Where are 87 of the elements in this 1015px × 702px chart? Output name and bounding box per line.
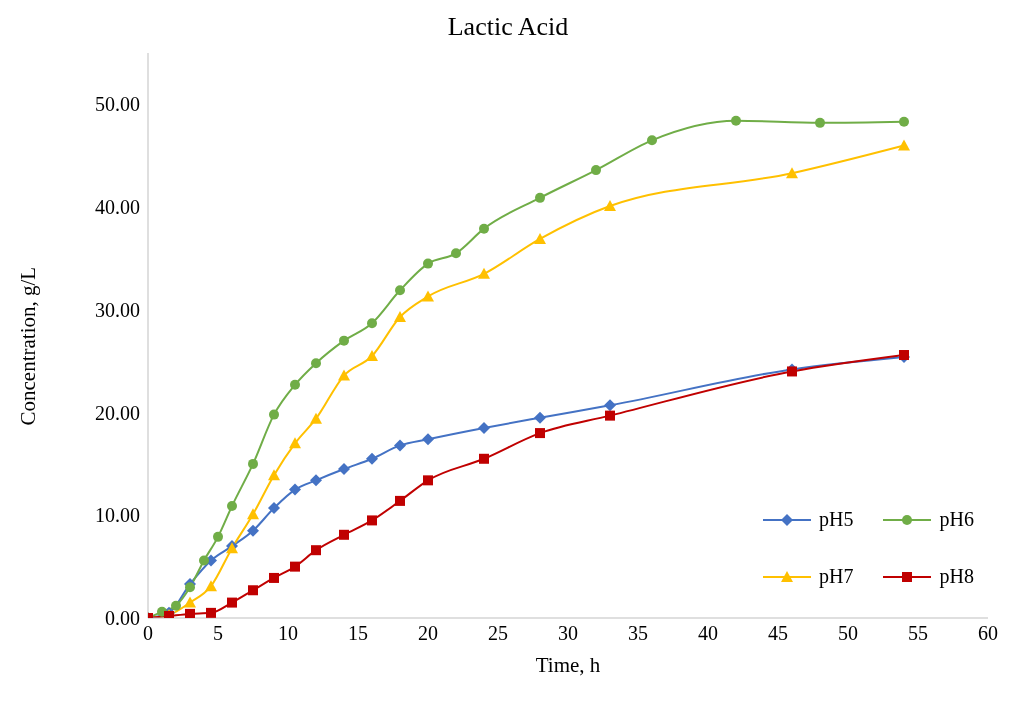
- point: [394, 439, 406, 452]
- legend-label: pH7: [819, 565, 854, 588]
- point: [479, 453, 489, 464]
- x-tick-label: 10: [278, 622, 298, 645]
- point: [339, 529, 349, 540]
- y-tick-label: 10.00: [95, 504, 140, 527]
- x-tick-label: 0: [143, 622, 153, 645]
- point: [898, 139, 910, 151]
- point: [451, 248, 461, 259]
- point: [367, 515, 377, 526]
- point: [289, 437, 301, 449]
- x-tick-label: 20: [418, 622, 438, 645]
- point: [534, 232, 546, 244]
- point: [269, 409, 279, 420]
- legend-label: pH5: [819, 508, 854, 531]
- point: [247, 508, 259, 520]
- point: [367, 318, 377, 329]
- x-tick-label: 25: [488, 622, 508, 645]
- x-tick-label: 50: [838, 622, 858, 645]
- point: [185, 608, 195, 618]
- point: [366, 350, 378, 362]
- point: [423, 475, 433, 486]
- point: [535, 428, 545, 439]
- point: [289, 483, 301, 496]
- x-axis-title: Time, h: [535, 653, 601, 677]
- x-tick-label: 35: [628, 622, 648, 645]
- point: [395, 285, 405, 296]
- point: [311, 358, 321, 369]
- point: [731, 115, 741, 126]
- point: [815, 117, 825, 128]
- point: [394, 311, 406, 323]
- point: [604, 200, 616, 212]
- point: [248, 458, 258, 469]
- x-tick-label: 60: [978, 622, 998, 645]
- y-tick-label: 20.00: [95, 401, 140, 424]
- point: [605, 410, 615, 421]
- point: [206, 607, 216, 618]
- x-tick-label: 30: [558, 622, 578, 645]
- point: [268, 469, 280, 481]
- point: [290, 379, 300, 390]
- point: [422, 290, 434, 302]
- point: [535, 192, 545, 203]
- point: [269, 572, 279, 583]
- point: [423, 258, 433, 269]
- point: [171, 600, 181, 611]
- point: [479, 223, 489, 234]
- x-tick-label: 55: [908, 622, 928, 645]
- point: [478, 421, 490, 434]
- point: [199, 555, 209, 566]
- x-tick-label: 45: [768, 622, 788, 645]
- point: [185, 582, 195, 593]
- point: [422, 433, 434, 446]
- point: [339, 335, 349, 346]
- point: [290, 561, 300, 572]
- point: [247, 524, 259, 537]
- point: [311, 545, 321, 556]
- point: [591, 165, 601, 176]
- point: [647, 135, 657, 146]
- x-tick-label: 15: [348, 622, 368, 645]
- x-tick-label: 40: [698, 622, 718, 645]
- point: [227, 501, 237, 512]
- point: [786, 167, 798, 179]
- point: [268, 502, 280, 515]
- y-tick-label: 30.00: [95, 298, 140, 321]
- chart-title: Lactic Acid: [446, 12, 570, 42]
- point: [227, 597, 237, 608]
- point: [338, 463, 350, 476]
- point: [604, 399, 616, 412]
- point: [184, 596, 196, 608]
- y-tick-label: 50.00: [95, 93, 140, 116]
- y-axis-title: Concentration, g/L: [16, 266, 41, 426]
- x-tick-label: 5: [213, 622, 223, 645]
- y-tick-label: 40.00: [95, 196, 140, 219]
- point: [338, 369, 350, 381]
- y-tick-label: 0.00: [105, 607, 140, 630]
- point: [205, 580, 217, 592]
- point: [366, 452, 378, 465]
- point: [534, 411, 546, 424]
- point: [899, 116, 909, 127]
- legend-label: pH8: [939, 565, 974, 588]
- point: [213, 531, 223, 542]
- point: [395, 495, 405, 506]
- point: [310, 474, 322, 487]
- legend-label: pH6: [939, 508, 974, 531]
- point: [478, 267, 490, 279]
- point: [310, 412, 322, 424]
- point: [248, 585, 258, 596]
